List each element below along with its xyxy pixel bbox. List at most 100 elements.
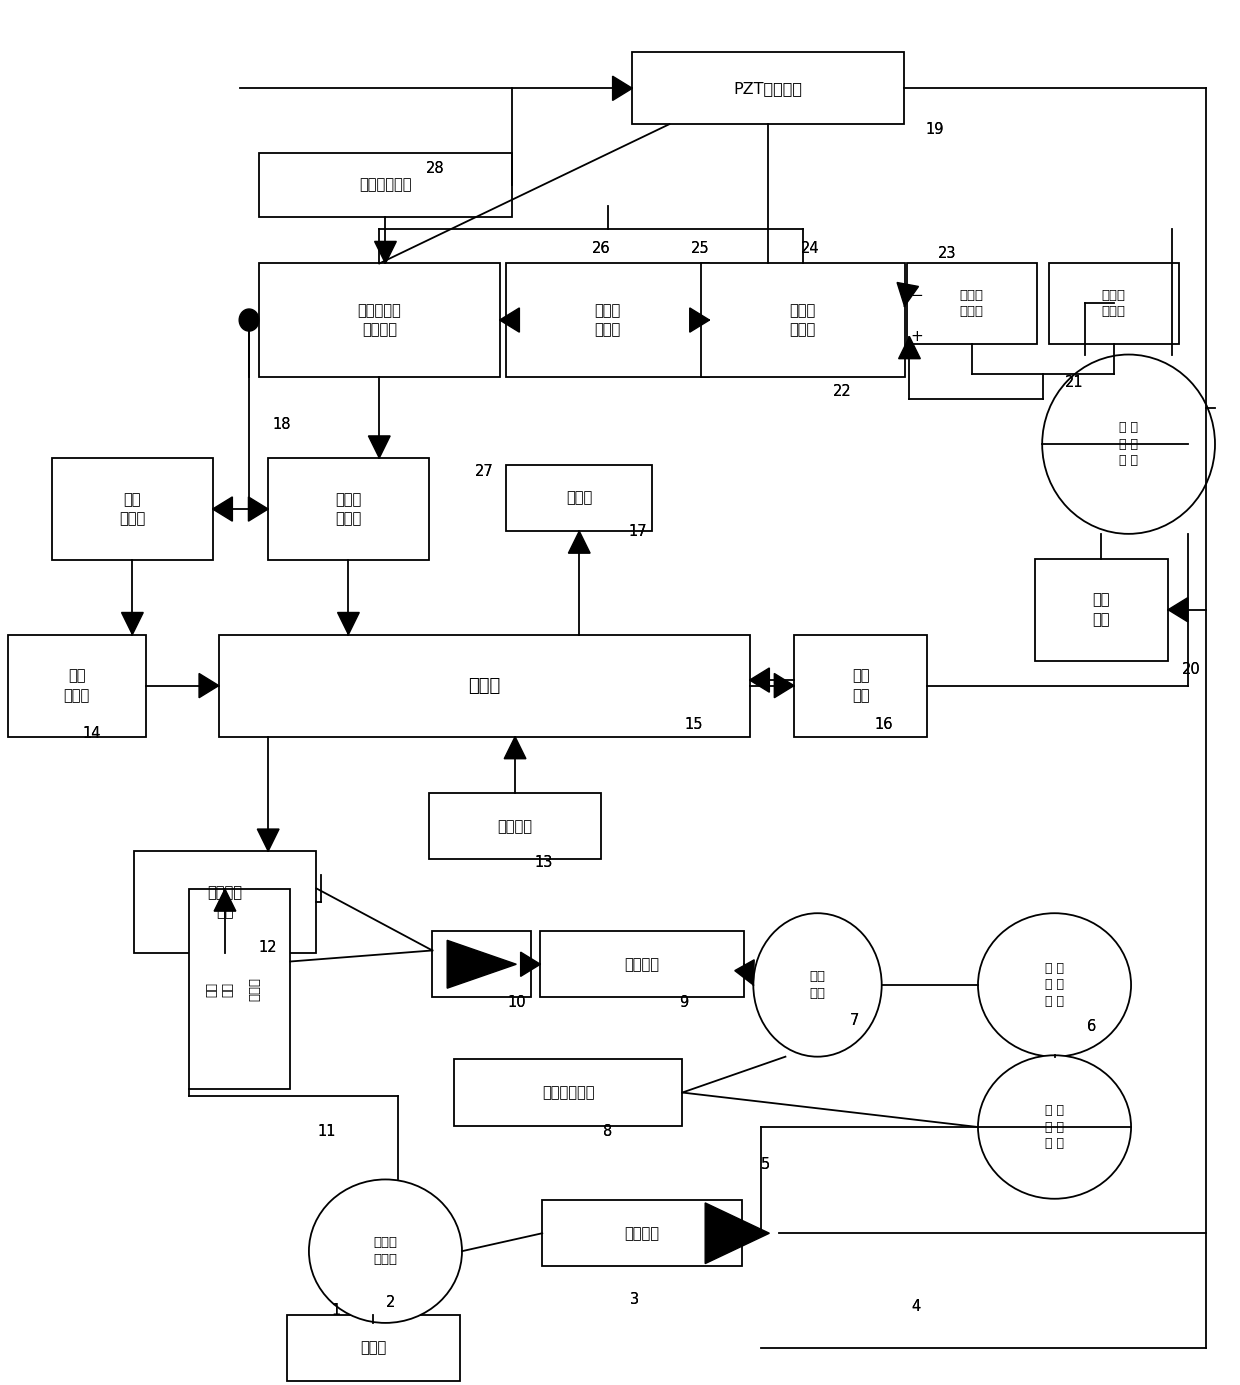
Text: 布拉格光栅组: 布拉格光栅组 (542, 1084, 594, 1100)
Ellipse shape (978, 913, 1131, 1057)
Text: +: + (910, 330, 924, 343)
Text: 光环
行器: 光环 行器 (810, 969, 826, 1000)
Polygon shape (689, 307, 709, 332)
FancyBboxPatch shape (1034, 558, 1168, 661)
Text: 3: 3 (630, 1292, 640, 1307)
Polygon shape (521, 951, 541, 976)
Text: 7: 7 (849, 1014, 859, 1028)
Text: 第二光
探测器: 第二光 探测器 (1102, 288, 1126, 319)
FancyBboxPatch shape (259, 263, 500, 377)
Text: 18: 18 (273, 417, 291, 432)
Text: 28: 28 (425, 161, 444, 176)
Text: 12: 12 (259, 940, 278, 956)
Text: 11: 11 (317, 1123, 336, 1138)
FancyBboxPatch shape (134, 852, 316, 953)
Text: 26: 26 (593, 241, 611, 256)
Polygon shape (337, 612, 360, 634)
Text: 26: 26 (593, 241, 611, 256)
FancyBboxPatch shape (454, 1060, 682, 1126)
Text: 19: 19 (925, 122, 944, 137)
Text: 27: 27 (475, 464, 494, 479)
Text: 21: 21 (1065, 374, 1084, 389)
Text: 4: 4 (911, 1299, 921, 1314)
Text: 16: 16 (875, 716, 894, 731)
Text: 5: 5 (761, 1156, 770, 1172)
Text: 基准电压电路: 基准电压电路 (360, 177, 412, 193)
Polygon shape (374, 241, 397, 263)
Text: 18: 18 (273, 417, 291, 432)
Text: 自适应幅度
归一电路: 自适应幅度 归一电路 (357, 303, 402, 337)
Circle shape (239, 309, 259, 331)
Polygon shape (500, 307, 520, 332)
FancyBboxPatch shape (1049, 263, 1178, 343)
Text: 单片机: 单片机 (467, 677, 500, 695)
Text: 23: 23 (937, 247, 956, 262)
Text: 差分放
大电路: 差分放 大电路 (790, 303, 816, 337)
Text: 温度
传感器: 温度 传感器 (63, 669, 91, 702)
Polygon shape (568, 530, 590, 553)
FancyBboxPatch shape (218, 634, 750, 737)
Text: 函数变
换电路: 函数变 换电路 (594, 303, 621, 337)
FancyBboxPatch shape (541, 931, 744, 997)
FancyBboxPatch shape (259, 154, 512, 216)
Polygon shape (505, 737, 526, 759)
Text: 光波分
复用器: 光波分 复用器 (373, 1237, 398, 1266)
Text: 15: 15 (684, 716, 703, 731)
FancyBboxPatch shape (906, 263, 1037, 343)
Text: 4: 4 (911, 1299, 921, 1314)
Text: 20: 20 (1182, 662, 1200, 676)
Text: 14: 14 (82, 726, 100, 741)
Text: 显示屏: 显示屏 (567, 490, 593, 506)
Text: 延迟线: 延迟线 (248, 976, 262, 1001)
Text: 可控
频率源: 可控 频率源 (119, 492, 145, 526)
Text: 8: 8 (603, 1123, 613, 1138)
Ellipse shape (754, 913, 882, 1057)
Text: 可调
光纤: 可调 光纤 (206, 982, 234, 997)
Polygon shape (368, 436, 391, 458)
Text: PZT驱动电路: PZT驱动电路 (734, 80, 802, 96)
Polygon shape (200, 673, 218, 698)
Text: 13: 13 (534, 855, 553, 870)
Text: 陶压
瓷电: 陶压 瓷电 (1092, 593, 1110, 627)
Text: 6: 6 (1087, 1019, 1096, 1033)
FancyBboxPatch shape (794, 634, 928, 737)
Polygon shape (448, 940, 516, 989)
Text: 25: 25 (691, 241, 709, 256)
Text: 3: 3 (630, 1292, 640, 1307)
Text: 第一光
探测器: 第一光 探测器 (960, 288, 983, 319)
Text: 1: 1 (331, 1303, 341, 1319)
Text: 相位比
较电路: 相位比 较电路 (335, 492, 362, 526)
Text: 10: 10 (507, 996, 526, 1011)
Text: 21: 21 (1065, 374, 1084, 389)
Polygon shape (613, 76, 632, 101)
Polygon shape (258, 830, 279, 852)
FancyBboxPatch shape (433, 931, 531, 997)
Ellipse shape (1042, 355, 1215, 533)
Polygon shape (899, 337, 920, 359)
Text: 泵浦源: 泵浦源 (360, 1341, 386, 1356)
Text: 22: 22 (833, 384, 852, 399)
Text: 24: 24 (801, 241, 820, 256)
FancyBboxPatch shape (701, 263, 904, 377)
Text: 15: 15 (684, 716, 703, 731)
Text: 19: 19 (925, 122, 944, 137)
Polygon shape (212, 497, 232, 521)
FancyBboxPatch shape (190, 889, 290, 1089)
Text: 6: 6 (1087, 1019, 1096, 1033)
Text: 24: 24 (801, 241, 820, 256)
Text: 14: 14 (82, 726, 100, 741)
Polygon shape (774, 673, 794, 698)
Text: 8: 8 (603, 1123, 613, 1138)
Text: 23: 23 (937, 247, 956, 262)
Text: 耦 第
合 二
器 光: 耦 第 合 二 器 光 (1045, 963, 1064, 1008)
Text: 1: 1 (331, 1303, 341, 1319)
Polygon shape (706, 1204, 769, 1263)
Text: 7: 7 (849, 1014, 859, 1028)
FancyBboxPatch shape (506, 263, 709, 377)
Text: 耦 第
合 三
器 光: 耦 第 合 三 器 光 (1118, 421, 1138, 467)
Text: 22: 22 (833, 384, 852, 399)
Polygon shape (1168, 597, 1188, 622)
Text: 25: 25 (691, 241, 709, 256)
Text: 11: 11 (317, 1123, 336, 1138)
Text: 耦 第
合 一
器 光: 耦 第 合 一 器 光 (1045, 1104, 1064, 1150)
